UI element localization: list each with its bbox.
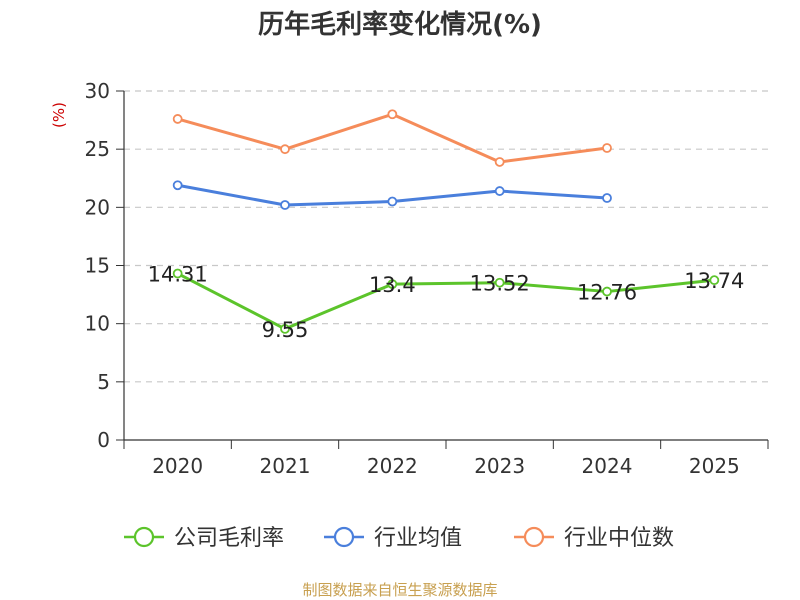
legend-marker bbox=[333, 526, 355, 548]
data-point bbox=[280, 324, 290, 334]
y-tick-label: 15 bbox=[85, 254, 110, 278]
data-label: 13.74 bbox=[684, 269, 744, 293]
data-label: 13.4 bbox=[369, 273, 416, 297]
legend-marker bbox=[133, 526, 155, 548]
data-point bbox=[494, 277, 505, 288]
series-lines bbox=[172, 109, 720, 334]
series-line-0 bbox=[176, 272, 715, 331]
x-tick-label: 2022 bbox=[367, 454, 418, 478]
data-point bbox=[387, 109, 398, 120]
data-point bbox=[387, 279, 398, 290]
data-point bbox=[280, 200, 290, 210]
legend-marker bbox=[523, 526, 545, 548]
legend[interactable]: 公司毛利率 行业均值 行业中位数 bbox=[124, 526, 674, 551]
data-label: 14.31 bbox=[148, 263, 208, 287]
data-point bbox=[602, 286, 612, 297]
data-point bbox=[494, 157, 505, 167]
data-label: 9.55 bbox=[262, 318, 309, 342]
y-tick-label: 30 bbox=[85, 79, 110, 103]
data-point bbox=[172, 114, 183, 124]
x-tick-label: 2021 bbox=[260, 454, 311, 478]
y-tick-label: 25 bbox=[85, 137, 110, 161]
data-point bbox=[602, 143, 612, 153]
legend-label: 公司毛利率 bbox=[174, 526, 284, 551]
data-label: 12.76 bbox=[577, 281, 637, 305]
y-tick-label: 0 bbox=[97, 428, 110, 452]
legend-item-1[interactable]: 行业均值 bbox=[324, 526, 462, 551]
grid-lines bbox=[124, 90, 768, 383]
chart-title: 历年毛利率变化情况(%) bbox=[258, 10, 542, 40]
data-point bbox=[172, 180, 183, 191]
legend-item-2[interactable]: 行业中位数 bbox=[514, 526, 674, 551]
data-label: 13.52 bbox=[470, 272, 530, 296]
source-note: 制图数据来自恒生聚源数据库 bbox=[302, 581, 498, 599]
x-tick-label: 2024 bbox=[582, 454, 633, 478]
data-point bbox=[494, 186, 505, 196]
y-tick-label: 10 bbox=[85, 312, 110, 336]
data-point bbox=[387, 196, 398, 207]
series-line-2 bbox=[177, 112, 608, 164]
y-tick-label: 5 bbox=[97, 370, 110, 394]
data-point bbox=[709, 275, 720, 286]
data-point bbox=[280, 144, 290, 155]
legend-item-0[interactable]: 公司毛利率 bbox=[124, 526, 284, 551]
legend-label: 行业均值 bbox=[374, 526, 462, 551]
data-point bbox=[602, 193, 612, 203]
data-point bbox=[172, 268, 183, 279]
x-tick-label: 2025 bbox=[689, 454, 740, 478]
data-labels: 14.31 9.55 13.4 13.52 12.76 13.74 bbox=[148, 263, 745, 342]
x-tick-label: 2020 bbox=[152, 454, 203, 478]
x-tick-label: 2023 bbox=[474, 454, 525, 478]
legend-label: 行业中位数 bbox=[564, 526, 674, 551]
y-tick-label: 20 bbox=[85, 195, 110, 219]
